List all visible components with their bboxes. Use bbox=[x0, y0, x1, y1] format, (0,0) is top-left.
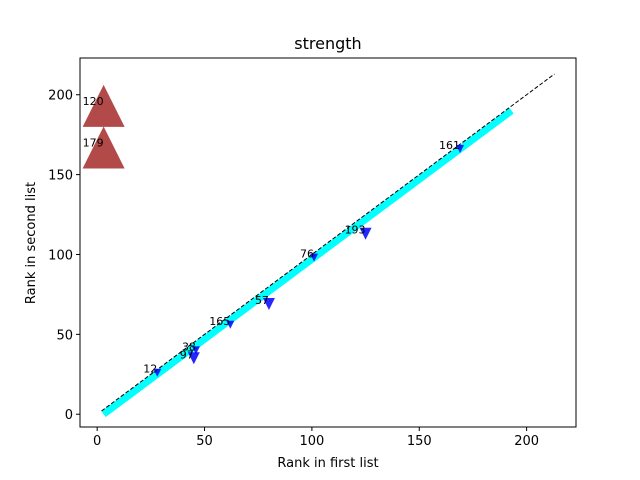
y-tick-label: 0 bbox=[65, 408, 73, 423]
down-triangle-point bbox=[359, 227, 372, 240]
plot-frame bbox=[79, 57, 577, 428]
x-tick-label: 50 bbox=[196, 434, 213, 449]
x-tick-label: 200 bbox=[514, 434, 539, 449]
point-label: 193 bbox=[345, 224, 366, 237]
chart-title: strength bbox=[294, 34, 361, 53]
x-axis-ticks: 0 50 100 150 200 bbox=[93, 427, 539, 449]
diagonal-layer bbox=[101, 73, 555, 412]
identity-line bbox=[101, 73, 555, 412]
diagonal-band bbox=[101, 107, 514, 418]
point-label: 179 bbox=[83, 136, 104, 149]
x-tick-label: 100 bbox=[299, 434, 324, 449]
point-label: 97 bbox=[180, 348, 194, 361]
down-triangle-point bbox=[456, 145, 465, 154]
point-label: 76 bbox=[300, 248, 314, 261]
marker-layer bbox=[82, 84, 465, 377]
band-layer bbox=[101, 107, 514, 418]
point-label: 165 bbox=[209, 315, 230, 328]
x-tick-label: 150 bbox=[407, 434, 432, 449]
x-tick-label: 0 bbox=[93, 434, 101, 449]
up-triangle-point bbox=[82, 126, 125, 169]
up-triangle-point bbox=[82, 84, 125, 127]
y-axis-ticks: 0 50 100 150 200 bbox=[48, 89, 80, 423]
point-label: 12 bbox=[143, 363, 157, 376]
point-label: 57 bbox=[255, 294, 269, 307]
y-tick-label: 50 bbox=[56, 328, 73, 343]
x-axis-label: Rank in first list bbox=[277, 456, 378, 471]
y-tick-label: 100 bbox=[48, 248, 73, 263]
y-tick-label: 150 bbox=[48, 169, 73, 184]
down-triangle-point bbox=[262, 298, 275, 310]
down-triangle-point bbox=[191, 346, 200, 355]
down-triangle-point bbox=[310, 253, 319, 262]
point-label: 120 bbox=[83, 95, 104, 108]
down-triangle-point bbox=[153, 368, 162, 377]
y-axis-label: Rank in second list bbox=[24, 182, 39, 304]
point-label: 38 bbox=[182, 340, 196, 353]
point-label: 161 bbox=[439, 139, 460, 152]
down-triangle-point bbox=[187, 352, 200, 365]
y-tick-label: 200 bbox=[48, 89, 73, 104]
down-triangle-point bbox=[226, 320, 235, 329]
